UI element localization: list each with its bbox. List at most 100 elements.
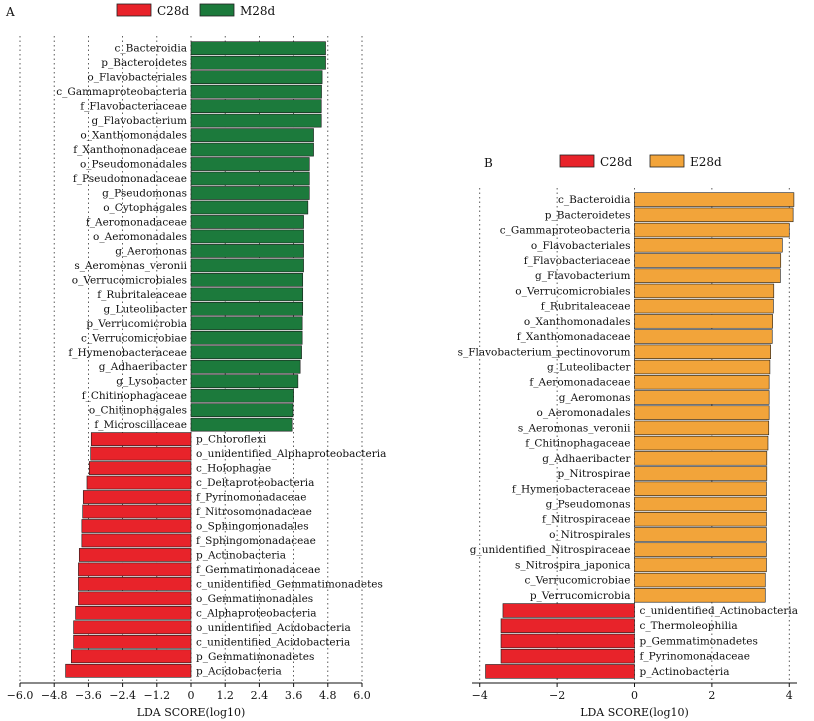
- bar: [190, 84, 322, 99]
- bar-label: o_Flavobacteriales: [531, 240, 631, 252]
- bar-label: c_Alphaproteobacteria: [196, 607, 317, 619]
- bar-label: c_Verrucomicrobiae: [524, 575, 630, 587]
- x-tick-label: 2: [708, 689, 715, 702]
- bar-label: f_Microscillaceae: [94, 419, 187, 431]
- bar-label: c_unidentified_Actinobacteria: [640, 605, 799, 617]
- bar-label: f_Pyrinomonadaceae: [196, 492, 306, 504]
- bar-label: g_Adhaeribacter: [99, 361, 188, 373]
- bar-label: c_unidentified_Acidobacteria: [196, 636, 350, 648]
- x-axis-title: LDA SCORE(log10): [580, 706, 689, 719]
- bar: [190, 316, 303, 331]
- x-tick-label: 3.6: [285, 689, 303, 702]
- legend-label-m28d: M28d: [240, 4, 276, 18]
- bar: [190, 359, 301, 374]
- bar-label: p_Nitrospirae: [557, 468, 630, 480]
- bar-label: f_Chitinophagaceae: [525, 438, 630, 450]
- bar: [86, 475, 192, 490]
- bar-label: g_Luteolibacter: [547, 362, 631, 374]
- bar: [634, 298, 774, 314]
- panel-a: A C28d M28d c_Bacteroidia p_Bacteroidetes o_F…: [5, 3, 386, 719]
- bar-label: f_Rubritaleaceae: [541, 301, 631, 313]
- bar: [78, 591, 192, 606]
- bar-label: g_Flavobacterium: [91, 115, 187, 127]
- bar: [634, 222, 790, 238]
- bar-label: o_Gemmatimonadales: [196, 593, 313, 605]
- bar: [634, 238, 783, 253]
- bar: [634, 527, 767, 542]
- bar: [634, 375, 770, 390]
- bar: [73, 620, 192, 635]
- bar-label: p_Verrucomicrobia: [530, 590, 631, 602]
- bar-label: o_Cytophagales: [103, 202, 187, 214]
- bar-label: o_Aeromonadales: [537, 407, 631, 419]
- bar-label: c_Gammaproteobacteria: [56, 86, 187, 98]
- bar-label: g_Pseudomonas: [102, 188, 187, 200]
- bar-label: o_Xanthomonadales: [524, 316, 631, 328]
- bar: [500, 618, 635, 633]
- bar-label: p_Bacteroidetes: [545, 209, 631, 221]
- legend-swatch-e28d: [649, 154, 685, 168]
- bar: [634, 207, 794, 223]
- x-tick-label: 0: [188, 689, 195, 702]
- bar: [190, 229, 304, 244]
- x-tick-label: 4: [786, 689, 793, 702]
- bar-label: f_Sphingomonadaceae: [196, 535, 316, 547]
- bar: [634, 283, 775, 299]
- bar-label: c_unidentified_Gemmatimonadetes: [196, 578, 383, 590]
- bar: [73, 634, 192, 649]
- bar: [485, 664, 635, 679]
- legend-label-c28d: C28d: [157, 4, 189, 18]
- bar-label: o_Sphingomonadales: [196, 520, 309, 532]
- x-tick-label: 4.8: [319, 689, 337, 702]
- bar: [82, 490, 192, 504]
- bar: [82, 504, 192, 519]
- bar-label: f_Xanthomonadaceae: [73, 144, 187, 156]
- legend-swatch-c28d: [116, 3, 152, 17]
- bar: [634, 192, 795, 207]
- bar-label: f_Gemmatimonadaceae: [196, 564, 320, 576]
- bar-label: f_Aeromonadaceae: [86, 216, 187, 228]
- bar: [190, 417, 293, 432]
- x-axis-title: LDA SCORE(log10): [137, 706, 246, 719]
- bar-label: p_Acidobacteria: [196, 665, 282, 677]
- bar: [634, 496, 767, 512]
- bar-label: g_Flavobacterium: [535, 270, 631, 282]
- bar-label: o_Pseudomonadales: [80, 159, 187, 171]
- x-tick-label: −3.6: [75, 689, 102, 702]
- bar: [78, 548, 192, 562]
- bar: [634, 435, 769, 451]
- bar: [634, 557, 767, 573]
- bar: [634, 329, 773, 344]
- bar-label: c_Verrucomicrobiae: [81, 332, 187, 344]
- bar-label: p_Gemmatimonadetes: [640, 635, 758, 647]
- bar: [81, 533, 192, 548]
- bar-label: p_Gemmatimonadetes: [196, 651, 314, 663]
- bar-label: f_Hymenobacteraceae: [512, 483, 631, 495]
- panel-b: B C28d E28d c_Bacteroidia p_Bacteroidetes c_G…: [458, 154, 799, 719]
- bar-label: f_Hymenobacteraceae: [68, 347, 187, 359]
- bar: [65, 663, 192, 678]
- bar-label: o_Flavobacteriales: [87, 72, 187, 84]
- bar-label: f_Pyrinomonadaceae: [640, 651, 750, 663]
- x-tick-label: −2.4: [109, 689, 136, 702]
- x-tick-label: −2: [549, 689, 565, 702]
- bar-label: o_unidentified_Alphaproteobacteria: [196, 448, 386, 460]
- bar-label: g_Pseudomonas: [546, 498, 631, 510]
- x-tick-label: 1.2: [216, 689, 234, 702]
- x-tick-label: −4: [472, 689, 488, 702]
- bar: [190, 403, 294, 418]
- bar: [634, 588, 766, 603]
- bar: [634, 481, 767, 496]
- bar: [190, 171, 310, 186]
- bar: [90, 432, 192, 446]
- bar-label: c_Bacteroidia: [558, 194, 630, 206]
- bar: [634, 390, 770, 405]
- bar-label: c_Bacteroidia: [115, 43, 187, 55]
- bar: [190, 244, 304, 258]
- bar-label: g_Luteolibacter: [104, 303, 188, 315]
- bar-label: o_Verrucomicrobiales: [515, 285, 630, 297]
- bar: [190, 330, 303, 345]
- x-tick-label: 0: [631, 689, 638, 702]
- bar: [502, 603, 635, 618]
